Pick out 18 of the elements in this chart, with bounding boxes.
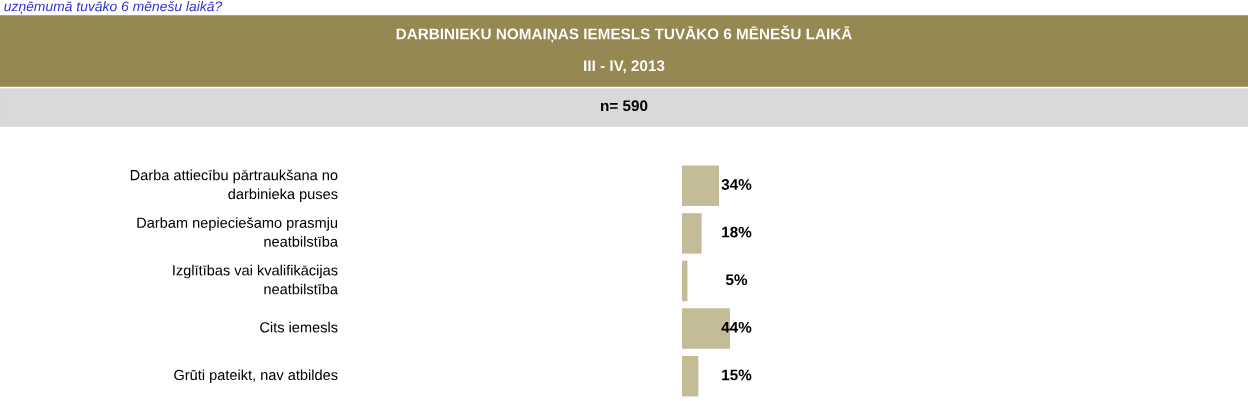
chart-subtitle: III - IV, 2013 <box>584 60 665 74</box>
y-tick-label: Grūti pateikt, nav atbildes <box>174 369 338 383</box>
bar <box>682 260 688 302</box>
bar <box>682 165 720 207</box>
bar <box>682 355 699 397</box>
y-tick-label: Darbam nepieciešamo prasmju neatbilstība <box>137 217 338 247</box>
y-tick-label: Cits iemesls <box>260 321 338 333</box>
text: uzņēmumā tuvāko 6 mēnešu laikā? <box>4 1 223 15</box>
bar <box>682 213 702 254</box>
y-tick-label: Izglītības vai kvalifikācijas neatbilstība <box>173 264 338 295</box>
data-label: 34% <box>721 179 752 190</box>
data-label: 18% <box>722 226 752 238</box>
y-tick-label: Darba attiecību pārtraukšana no darbinieka puses <box>130 169 338 203</box>
data-label: 15% <box>722 369 752 381</box>
data-label: 44% <box>721 321 752 333</box>
chart-title: DARBINIEKU NOMAIŅAS IEMESLS TUVĀKO 6 MĒNEŠU LAIKĀ <box>396 25 852 43</box>
data-label: 5% <box>725 274 748 286</box>
text: n= 590 <box>601 100 648 112</box>
